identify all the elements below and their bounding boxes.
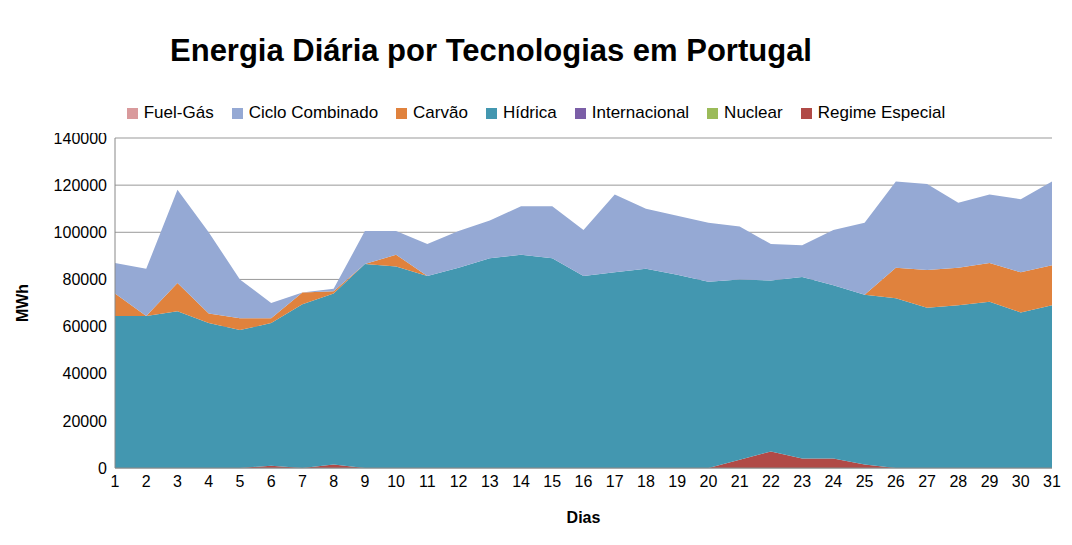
html-text:Energia Diária por Tecnologias: Energia Diária por Tecnologias em Portug… bbox=[170, 32, 812, 68]
svg-text:10: 10 bbox=[387, 473, 405, 490]
html-text:Carvão: Carvão bbox=[413, 103, 468, 122]
svg-text:9: 9 bbox=[360, 473, 369, 490]
svg-text:16: 16 bbox=[575, 473, 593, 490]
svg-text:22: 22 bbox=[762, 473, 780, 490]
svg-text:120000: 120000 bbox=[54, 177, 107, 194]
svg-text:5: 5 bbox=[235, 473, 244, 490]
svg-text:30: 30 bbox=[1012, 473, 1030, 490]
svg-text:14: 14 bbox=[512, 473, 530, 490]
svg-text:2: 2 bbox=[142, 473, 151, 490]
svg-text:13: 13 bbox=[481, 473, 499, 490]
svg-text:25: 25 bbox=[856, 473, 874, 490]
svg-text:0: 0 bbox=[98, 460, 107, 477]
html-text:Ciclo Combinado: Ciclo Combinado bbox=[248, 103, 379, 122]
svg-text:12: 12 bbox=[450, 473, 468, 490]
svg-text:3: 3 bbox=[173, 473, 182, 490]
svg-text:15: 15 bbox=[543, 473, 561, 490]
svg-text:6: 6 bbox=[267, 473, 276, 490]
svg-text:8: 8 bbox=[329, 473, 338, 490]
svg-text:26: 26 bbox=[887, 473, 905, 490]
svg-text:7: 7 bbox=[298, 473, 307, 490]
svg-text:19: 19 bbox=[668, 473, 686, 490]
html-text:Hídrica: Hídrica bbox=[502, 103, 557, 122]
svg-text:11: 11 bbox=[419, 473, 436, 490]
svg-text:40000: 40000 bbox=[63, 365, 108, 382]
svg-text:60000: 60000 bbox=[63, 318, 108, 335]
svg-text:31: 31 bbox=[1043, 473, 1061, 490]
svg-text:18: 18 bbox=[637, 473, 655, 490]
svg-text:24: 24 bbox=[824, 473, 842, 490]
svg-text:MWh: MWh bbox=[14, 284, 31, 322]
html-text:Nuclear: Nuclear bbox=[724, 103, 783, 122]
svg-text:27: 27 bbox=[918, 473, 936, 490]
html-text:Fuel-Gás: Fuel-Gás bbox=[143, 103, 214, 122]
svg-text:80000: 80000 bbox=[63, 271, 108, 288]
svg-text:140000: 140000 bbox=[54, 133, 107, 147]
svg-text:29: 29 bbox=[981, 473, 999, 490]
svg-text:20000: 20000 bbox=[63, 413, 108, 430]
html-text:Regime Especial: Regime Especial bbox=[817, 103, 946, 122]
svg-text:100000: 100000 bbox=[54, 224, 107, 241]
svg-text:Dias: Dias bbox=[567, 509, 601, 526]
svg-text:23: 23 bbox=[793, 473, 811, 490]
svg-text:4: 4 bbox=[204, 473, 213, 490]
svg-text:20: 20 bbox=[700, 473, 718, 490]
svg-text:17: 17 bbox=[606, 473, 624, 490]
html-text:Internacional: Internacional bbox=[591, 103, 690, 122]
svg-text:21: 21 bbox=[731, 473, 749, 490]
svg-text:1: 1 bbox=[111, 473, 120, 490]
svg-text:28: 28 bbox=[949, 473, 967, 490]
